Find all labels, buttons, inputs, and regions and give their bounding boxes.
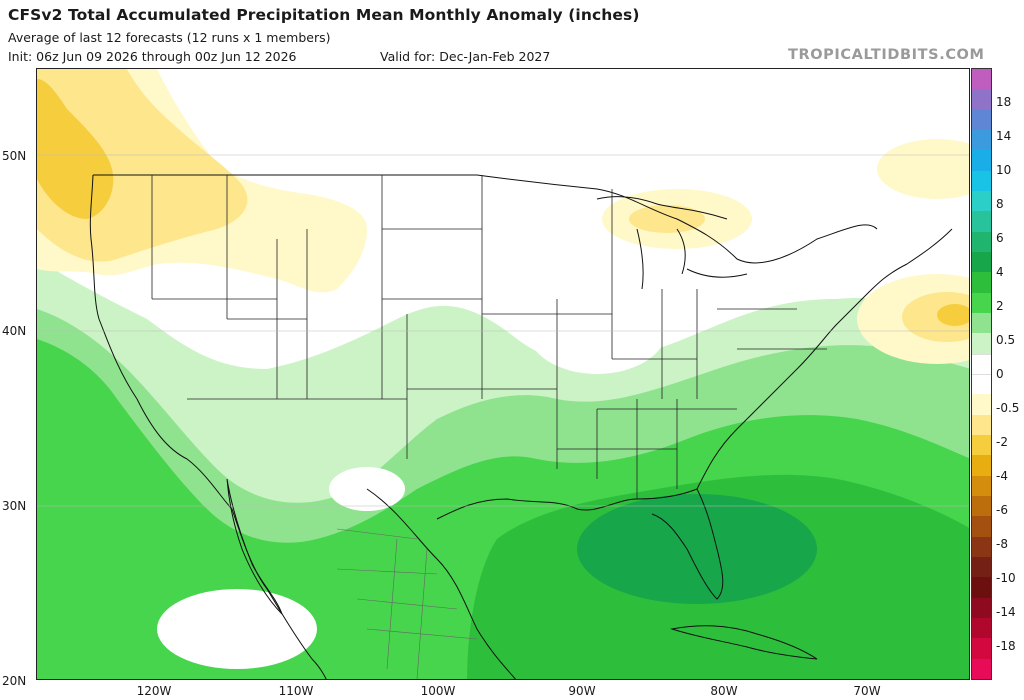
colorbar-label-18: 18 bbox=[996, 95, 1012, 109]
colorbar-label-neg18: -18 bbox=[996, 639, 1016, 653]
dry-anomaly-canada-northeast bbox=[877, 139, 969, 199]
colorbar-swatch bbox=[972, 577, 991, 599]
colorbar-swatch bbox=[972, 130, 991, 151]
colorbar-swatch bbox=[972, 333, 991, 355]
dry-anomaly-northwest-strong bbox=[37, 79, 114, 219]
colorbar bbox=[971, 68, 992, 680]
colorbar-swatch bbox=[972, 618, 991, 639]
dry-anomaly-atlantic-peak bbox=[937, 304, 969, 326]
init-time-label: Init: 06z Jun 09 2026 through 00z Jun 12… bbox=[8, 49, 297, 64]
colorbar-swatch bbox=[972, 353, 991, 376]
colorbar-swatch bbox=[972, 374, 991, 396]
graticule bbox=[37, 154, 969, 507]
forecast-average-subtitle: Average of last 12 forecasts (12 runs x … bbox=[8, 30, 331, 45]
map-title: CFSv2 Total Accumulated Precipitation Me… bbox=[8, 6, 640, 24]
anomaly-map-svg bbox=[37, 69, 969, 679]
lon-label-110w: 110W bbox=[278, 684, 314, 698]
colorbar-swatch bbox=[972, 597, 991, 619]
baja-peninsula bbox=[226, 478, 283, 615]
lon-label-80w: 80W bbox=[710, 684, 738, 698]
us-west-coast bbox=[89, 174, 327, 679]
colorbar-label-6: 6 bbox=[996, 231, 1004, 245]
colorbar-label-8: 8 bbox=[996, 197, 1004, 211]
lon-label-70w: 70W bbox=[853, 684, 881, 698]
colorbar-swatch bbox=[972, 313, 991, 334]
colorbar-swatch bbox=[972, 170, 991, 192]
colorbar-swatch bbox=[972, 475, 991, 497]
anomaly-fill-layer bbox=[37, 69, 969, 679]
wet-anomaly-peak-region bbox=[577, 494, 817, 604]
great-lakes-outline bbox=[596, 196, 748, 290]
colorbar-swatch bbox=[972, 658, 991, 680]
lat-label-30n: 30N bbox=[2, 499, 27, 513]
us-canada-border bbox=[93, 174, 878, 264]
anomaly-map bbox=[36, 68, 970, 680]
us-east-coast bbox=[696, 228, 953, 490]
colorbar-label-neg10: -10 bbox=[996, 571, 1016, 585]
mexico-states bbox=[336, 528, 478, 679]
colorbar-swatch bbox=[972, 231, 991, 253]
colorbar-swatch bbox=[972, 435, 991, 456]
colorbar-label-10: 10 bbox=[996, 163, 1012, 177]
colorbar-swatch bbox=[972, 394, 991, 416]
lat-label-50n: 50N bbox=[2, 149, 27, 163]
colorbar-label-2: 2 bbox=[996, 299, 1004, 313]
colorbar-swatch bbox=[972, 496, 991, 517]
state-lines bbox=[151, 175, 827, 499]
colorbar-swatch bbox=[972, 272, 991, 294]
colorbar-swatch bbox=[972, 252, 991, 273]
colorbar-swatch bbox=[972, 292, 991, 314]
dry-anomaly-great-lakes-core bbox=[629, 205, 705, 233]
lat-label-20n: 20N bbox=[2, 674, 27, 688]
colorbar-label-neg4: -4 bbox=[996, 469, 1008, 483]
colorbar-swatch bbox=[972, 191, 991, 212]
colorbar-label-neg2: -2 bbox=[996, 435, 1008, 449]
colorbar-label-14: 14 bbox=[996, 129, 1012, 143]
source-watermark: TROPICALTIDBITS.COM bbox=[788, 47, 985, 63]
colorbar-label-neg8: -8 bbox=[996, 537, 1008, 551]
colorbar-swatch bbox=[972, 516, 991, 538]
colorbar-swatch bbox=[972, 150, 991, 172]
colorbar-swatch bbox=[972, 69, 991, 90]
colorbar-swatch bbox=[972, 455, 991, 477]
florida-peninsula bbox=[636, 488, 724, 600]
colorbar-swatch bbox=[972, 536, 991, 558]
colorbar-label-0-5: 0.5 bbox=[996, 333, 1016, 347]
lon-label-120w: 120W bbox=[136, 684, 172, 698]
colorbar-label-4: 4 bbox=[996, 265, 1004, 279]
colorbar-label-neg6: -6 bbox=[996, 503, 1008, 517]
colorbar-swatch bbox=[972, 109, 991, 131]
lon-label-100w: 100W bbox=[420, 684, 456, 698]
lat-label-40n: 40N bbox=[2, 324, 27, 338]
neutral-anomaly-central-plains bbox=[527, 284, 667, 374]
valid-period-label: Valid for: Dec-Jan-Feb 2027 bbox=[380, 49, 551, 64]
cuba-outline bbox=[670, 625, 818, 660]
colorbar-label-neg0-5: -0.5 bbox=[996, 401, 1020, 415]
lon-label-90w: 90W bbox=[568, 684, 596, 698]
colorbar-swatch bbox=[972, 638, 991, 660]
colorbar-label-neg14: -14 bbox=[996, 605, 1016, 619]
colorbar-swatch bbox=[972, 414, 991, 436]
colorbar-swatch bbox=[972, 89, 991, 111]
colorbar-label-0: 0 bbox=[996, 367, 1004, 381]
colorbar-swatch bbox=[972, 211, 991, 233]
colorbar-swatch bbox=[972, 557, 991, 578]
neutral-anomaly-mexico-west bbox=[157, 589, 317, 669]
